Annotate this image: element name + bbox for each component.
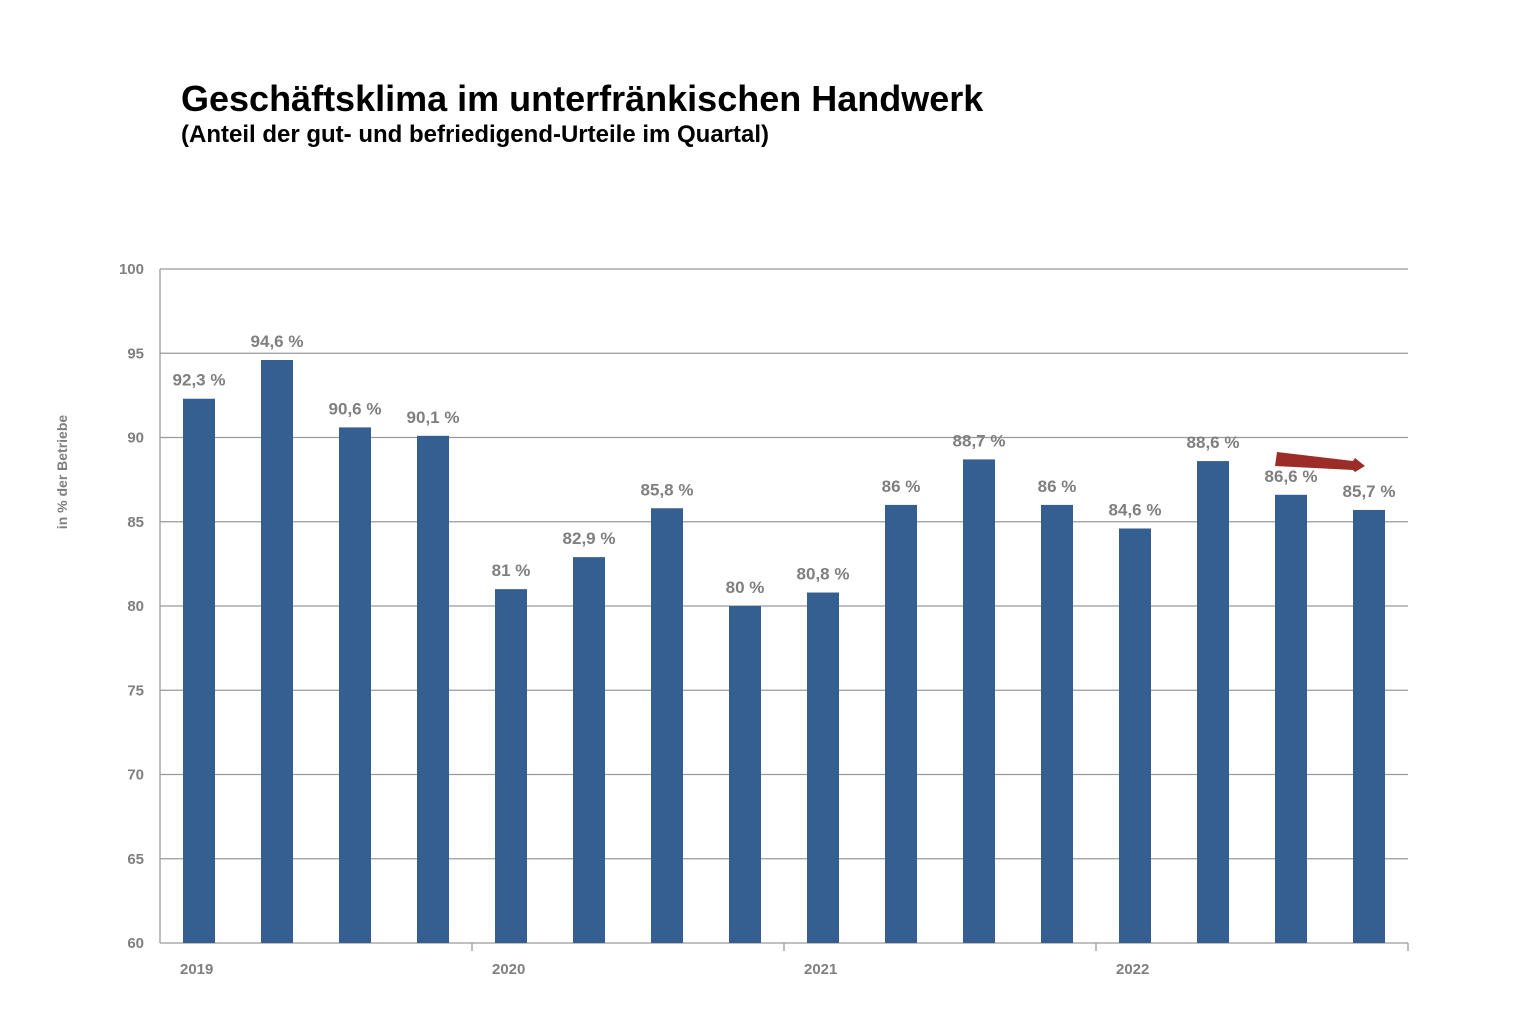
y-tick-label: 70 <box>127 767 144 784</box>
data-label: 86 % <box>882 477 921 496</box>
y-tick-label: 100 <box>119 261 144 278</box>
y-tick-label: 65 <box>127 851 144 868</box>
data-label: 92,3 % <box>173 371 226 390</box>
bar <box>807 592 839 943</box>
data-label: 80,8 % <box>797 565 850 584</box>
bar <box>1119 528 1151 943</box>
data-label: 80 % <box>726 578 765 597</box>
bar <box>1197 461 1229 943</box>
data-label: 88,7 % <box>953 431 1006 450</box>
y-tick-label: 90 <box>127 430 144 447</box>
chart-subtitle: (Anteil der gut- und befriedigend-Urteil… <box>181 121 770 148</box>
bar <box>573 557 605 943</box>
x-year-label: 2019 <box>180 961 213 978</box>
bar <box>885 504 917 943</box>
y-tick-label: 60 <box>127 935 144 952</box>
data-label: 90,6 % <box>329 399 382 418</box>
bar <box>651 508 683 943</box>
data-label: 85,8 % <box>641 480 694 499</box>
data-label: 86 % <box>1038 477 1077 496</box>
x-year-label: 2021 <box>804 961 837 978</box>
data-label: 86,6 % <box>1265 467 1318 486</box>
data-label: 81 % <box>492 561 531 580</box>
bar <box>495 589 527 943</box>
bar <box>963 459 995 943</box>
data-label: 94,6 % <box>251 332 304 351</box>
y-tick-label: 80 <box>127 598 144 615</box>
data-label: 84,6 % <box>1109 500 1162 519</box>
y-tick-label: 85 <box>127 514 144 531</box>
data-label: 90,1 % <box>407 408 460 427</box>
bar <box>729 606 761 943</box>
chart-title: Geschäftsklima im unterfränkischen Handw… <box>181 78 984 119</box>
x-year-label: 2022 <box>1116 961 1149 978</box>
x-year-label: 2020 <box>492 961 525 978</box>
bar <box>1353 509 1385 943</box>
data-label: 88,6 % <box>1187 433 1240 452</box>
y-axis-title: in % der Betriebe <box>54 415 70 530</box>
y-tick-label: 95 <box>127 345 144 362</box>
bar <box>417 435 449 943</box>
bar <box>1041 504 1073 943</box>
data-label: 82,9 % <box>563 529 616 548</box>
bar <box>1275 494 1307 943</box>
data-label: 85,7 % <box>1343 482 1396 501</box>
bar <box>183 398 215 943</box>
bar <box>339 427 371 943</box>
trend-arrow-down-icon <box>1275 452 1365 472</box>
bar <box>261 359 293 943</box>
y-tick-label: 75 <box>127 682 144 699</box>
